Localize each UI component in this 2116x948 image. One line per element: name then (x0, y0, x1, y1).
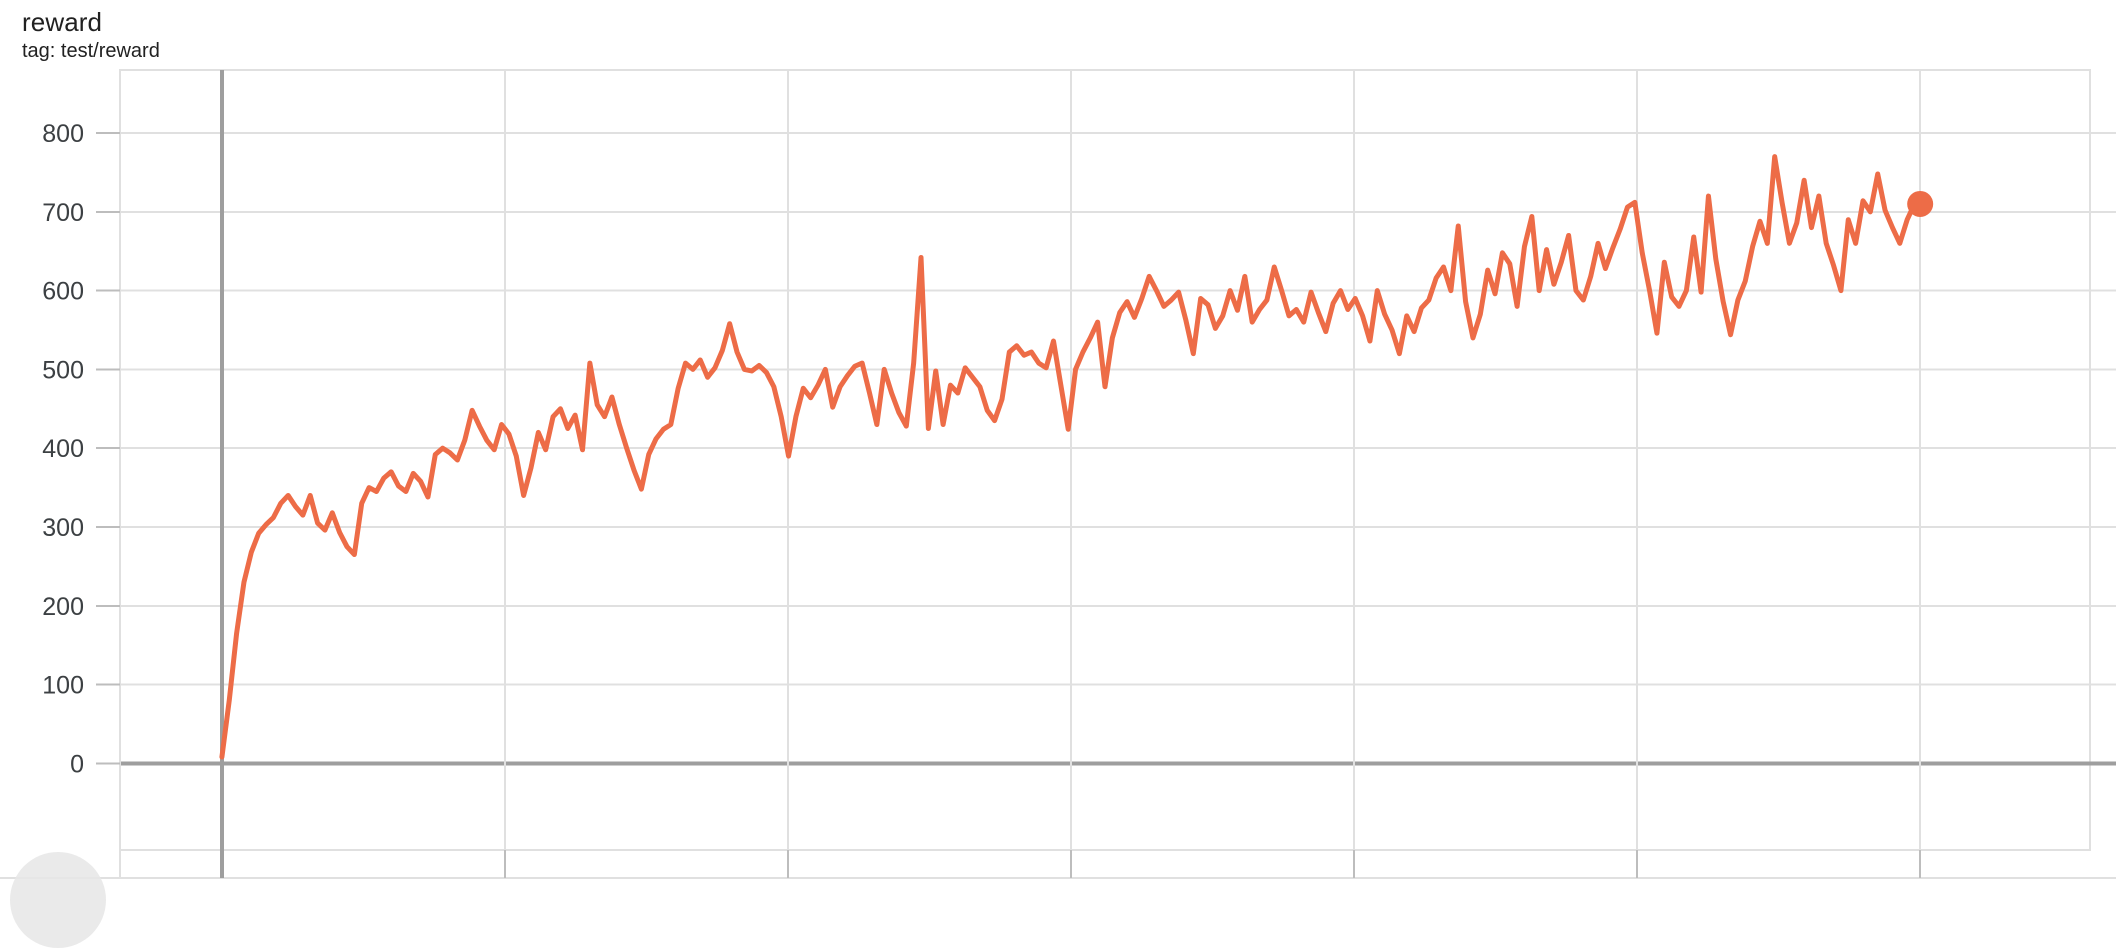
corner-control-artifact[interactable] (10, 852, 106, 948)
x-tick-label: 30M (1896, 900, 1945, 904)
horizontal-gridlines (119, 69, 2116, 851)
y-tick-label: 400 (42, 435, 84, 463)
y-tick-label: 700 (42, 199, 84, 227)
x-tick-label: 5M (488, 900, 523, 904)
plot-region[interactable]: 0 100 200 300 400 500 600 700 800 0 5M 10M 15M 20M 25… (0, 60, 2116, 904)
x-tick-label: 15M (1047, 900, 1096, 904)
vertical-gridlines (219, 70, 1922, 850)
last-point-marker[interactable] (1907, 190, 1934, 217)
x-tick-label: 10M (764, 900, 813, 904)
line-chart-svg[interactable]: 0 100 200 300 400 500 600 700 800 0 5M 10M 15M 20M 25… (0, 60, 2116, 904)
y-tick-label: 200 (42, 593, 84, 621)
x-tick-label: 25M (1613, 900, 1662, 904)
axis-lines (0, 70, 2116, 879)
chart-tag-subtitle: tag: test/reward (22, 39, 160, 62)
y-tick-label: 600 (42, 278, 84, 306)
y-tick-label: 100 (42, 672, 84, 700)
y-tick-label: 300 (42, 514, 84, 542)
tick-marks (96, 132, 1922, 878)
x-axis-tick-labels: 0 5M 10M 15M 20M 25M 30M (215, 900, 1945, 904)
page-title: reward (22, 7, 103, 37)
x-tick-label: 0 (215, 900, 229, 904)
chart-header: reward tag: test/reward (22, 7, 160, 63)
reward-series-line[interactable] (219, 154, 1918, 760)
reward-chart-card: reward tag: test/reward 0 100 200 300 400 500… (0, 7, 2116, 948)
y-tick-label: 500 (42, 356, 84, 384)
y-tick-label: 800 (42, 120, 84, 148)
y-axis-tick-labels: 0 100 200 300 400 500 600 700 800 (42, 120, 84, 778)
x-tick-label: 20M (1330, 900, 1379, 904)
y-tick-label: 0 (70, 750, 84, 778)
